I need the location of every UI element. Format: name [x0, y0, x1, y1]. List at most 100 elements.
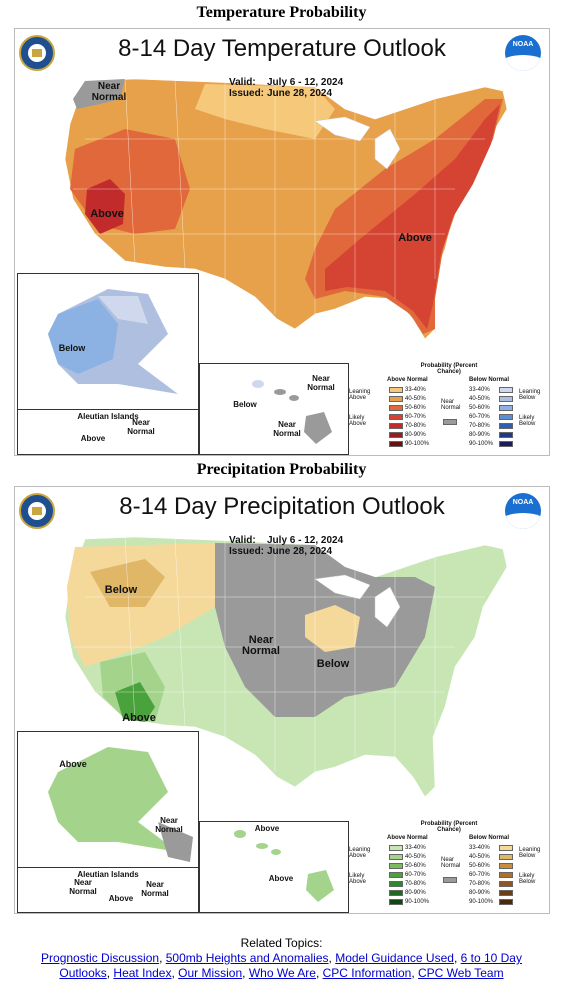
legend-left-range: 50-60% [405, 863, 426, 869]
temp-alaska-below-label: Below [58, 343, 86, 353]
legend-left-swatch [389, 441, 403, 447]
precip-legend-leaning-below: Leaning Below [519, 847, 541, 859]
legend-right-swatch [499, 387, 513, 393]
precip-legend-leaning-above: Leaning Above [349, 847, 371, 859]
precip-legend-above-head: Above Normal [387, 835, 428, 841]
temp-legend: Probability (Percent Chance) Above Norma… [349, 363, 547, 453]
link-our-mission[interactable]: Our Mission [178, 966, 243, 980]
link-500mb-heights[interactable]: 500mb Heights and Anomalies [165, 951, 329, 965]
temp-legend-leaning-above: Leaning Above [349, 389, 371, 401]
link-6-to-10-day-outlooks[interactable]: 6 to 10 Day Outlooks [59, 951, 522, 980]
legend-left-range: 33-40% [405, 845, 426, 851]
legend-left-swatch [389, 854, 403, 860]
legend-left-range: 90-100% [405, 441, 430, 447]
temp-aleutian-above-label: Above [80, 434, 106, 443]
legend-right-swatch [499, 432, 513, 438]
legend-left-swatch [389, 863, 403, 869]
precipitation-valid: Valid: July 6 - 12, 2024 [229, 535, 344, 546]
legend-left-range: 60-70% [405, 872, 426, 878]
legend-right-range: 60-70% [469, 872, 490, 878]
legend-left-swatch [389, 396, 403, 402]
legend-left-range: 60-70% [405, 414, 426, 420]
legend-right-swatch [499, 854, 513, 860]
precip-below-nw-label: Below [104, 584, 138, 596]
link-heat-index[interactable]: Heat Index [113, 966, 172, 980]
precip-hawaii-above-label-2: Above [268, 874, 294, 883]
temperature-map-title: 8-14 Day Temperature Outlook [118, 35, 446, 62]
temp-alaska-graphic [48, 289, 178, 394]
legend-left-swatch [389, 387, 403, 393]
link-cpc-information[interactable]: CPC Information [322, 966, 412, 980]
noaa-logo-icon: NOAA [505, 35, 541, 71]
legend-right-range: 40-50% [469, 854, 490, 860]
legend-left-range: 70-80% [405, 881, 426, 887]
legend-left-swatch [389, 881, 403, 887]
noaa-logo-icon: NOAA [505, 493, 541, 529]
precipitation-outlook-map: NOAA 8-14 Day Precipitation Outlook Vali… [14, 486, 550, 914]
legend-right-swatch [499, 881, 513, 887]
legend-right-swatch [499, 872, 513, 878]
legend-right-swatch [499, 396, 513, 402]
precip-hawaii-inset: Above Above [199, 821, 349, 913]
temp-aleutian-near-label: Near Normal [127, 418, 155, 436]
legend-right-range: 50-60% [469, 405, 490, 411]
temp-aleutian-inset: Aleutian Islands Near Normal Above [17, 409, 199, 455]
link-model-guidance[interactable]: Model Guidance Used [335, 951, 454, 965]
temperature-map-graphic [64, 78, 508, 340]
legend-left-range: 40-50% [405, 396, 426, 402]
commerce-seal-icon [19, 493, 55, 529]
legend-right-range: 70-80% [469, 881, 490, 887]
precip-legend-near-swatch [443, 877, 457, 883]
legend-right-swatch [499, 899, 513, 905]
legend-right-range: 90-100% [469, 899, 494, 905]
legend-right-swatch [499, 890, 513, 896]
legend-left-swatch [389, 899, 403, 905]
precip-legend-likely-above: Likely Above [349, 873, 367, 885]
precip-aleutian-above-label: Above [108, 894, 134, 903]
legend-left-range: 70-80% [405, 423, 426, 429]
legend-right-swatch [499, 863, 513, 869]
legend-right-range: 80-90% [469, 890, 490, 896]
legend-left-swatch [389, 414, 403, 420]
precipitation-map-graphic [64, 536, 508, 798]
temp-above-west-label: Above [90, 208, 124, 220]
link-prognostic-discussion[interactable]: Prognostic Discussion [41, 951, 160, 965]
link-who-we-are[interactable]: Who We Are [248, 966, 316, 980]
legend-right-range: 50-60% [469, 863, 490, 869]
precip-hawaii-above-label-1: Above [254, 824, 280, 833]
precip-alaska-inset: Above Near Normal [17, 731, 199, 869]
precip-aleutian-inset: Aleutian Islands Near Normal Above Near … [17, 867, 199, 913]
legend-left-swatch [389, 423, 403, 429]
legend-left-range: 80-90% [405, 890, 426, 896]
legend-left-swatch [389, 845, 403, 851]
precip-near-normal-label: Near Normal [242, 634, 280, 657]
temp-legend-leaning-below: Leaning Below [519, 389, 541, 401]
legend-right-range: 80-90% [469, 432, 490, 438]
temp-alaska-inset: Below [17, 273, 199, 411]
legend-left-range: 90-100% [405, 899, 430, 905]
legend-right-swatch [499, 414, 513, 420]
precip-aleutian-near-label-2: Near Normal [141, 880, 169, 898]
temperature-outlook-map: NOAA 8-14 Day Temperature Outlook Valid:… [14, 28, 550, 456]
precip-below-mw-label: Below [316, 658, 350, 670]
precip-legend-title: Probability (Percent Chance) [420, 821, 478, 833]
legend-right-range: 40-50% [469, 396, 490, 402]
precip-legend: Probability (Percent Chance) Above Norma… [349, 821, 547, 911]
precip-alaska-above-label: Above [59, 759, 87, 769]
legend-left-swatch [389, 872, 403, 878]
legend-right-swatch [499, 441, 513, 447]
temp-legend-near-label: Near Normal [441, 399, 461, 411]
temperature-valid: Valid: July 6 - 12, 2024 [229, 77, 344, 88]
temperature-heading: Temperature Probability [196, 4, 367, 21]
legend-left-range: 33-40% [405, 387, 426, 393]
legend-left-range: 50-60% [405, 405, 426, 411]
legend-left-swatch [389, 890, 403, 896]
legend-right-range: 33-40% [469, 387, 490, 393]
link-cpc-web-team[interactable]: CPC Web Team [418, 966, 504, 980]
temp-hawaii-inset: Below Near Normal Near Normal [199, 363, 349, 455]
temp-legend-likely-above: Likely Above [349, 415, 367, 427]
temp-hawaii-near-label-2: Near Normal [273, 420, 301, 438]
precip-aleutian-title: Aleutian Islands [77, 870, 139, 879]
temp-aleutian-title: Aleutian Islands [77, 412, 139, 421]
precip-legend-below-head: Below Normal [469, 835, 510, 841]
